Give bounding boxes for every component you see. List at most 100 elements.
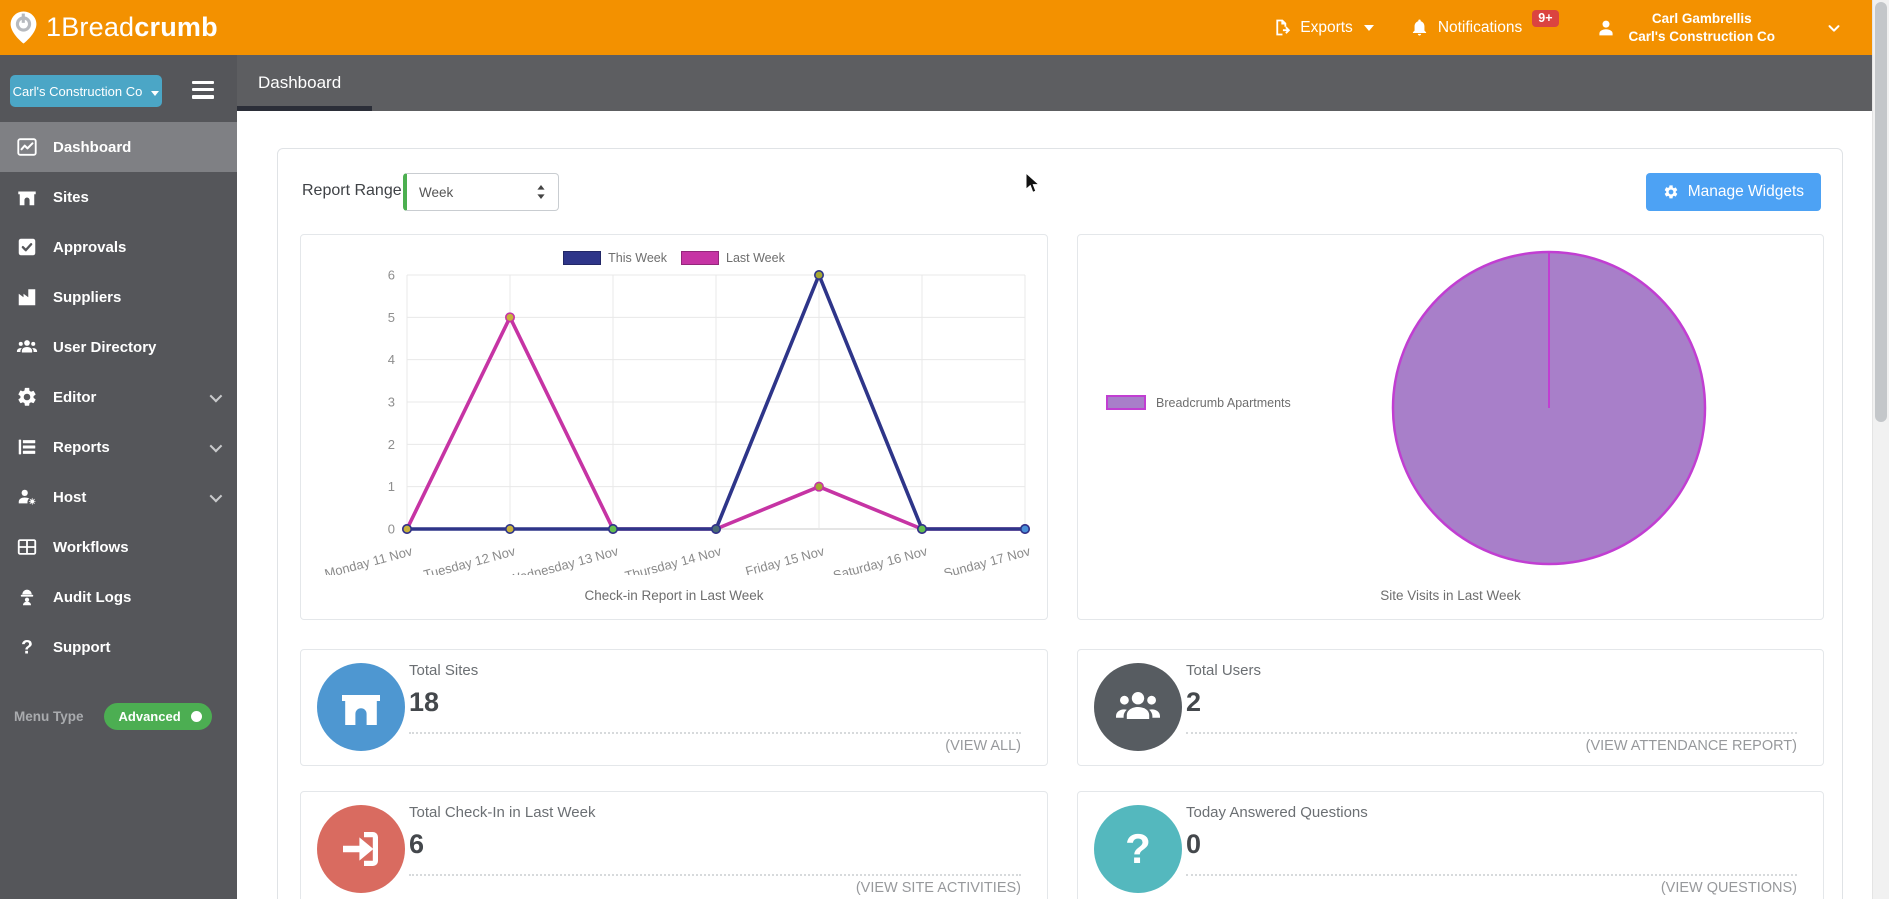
svg-text:Tuesday 12 Nov: Tuesday 12 Nov [422, 543, 517, 575]
chevron-down-icon[interactable] [1825, 19, 1843, 37]
svg-text:0: 0 [388, 522, 395, 537]
workflows-icon [14, 536, 40, 558]
reports-icon [14, 436, 40, 458]
notifications-badge: 9+ [1532, 10, 1559, 27]
chevron-down-icon [209, 439, 223, 452]
stat-value: 0 [1186, 829, 1202, 859]
users-icon [14, 336, 40, 358]
sidebar-item-suppliers[interactable]: Suppliers [0, 272, 237, 322]
sidebar-item-label: Sites [53, 188, 89, 206]
sidebar-item-label: Reports [53, 438, 110, 456]
svg-text:?: ? [1125, 825, 1151, 872]
report-range-value: Week [419, 184, 454, 200]
legend-label: Breadcrumb Apartments [1156, 395, 1291, 410]
sidebar-item-workflows[interactable]: Workflows [0, 522, 237, 572]
line-chart-legend: This Week Last Week [301, 251, 1047, 265]
chevron-down-icon [209, 489, 223, 502]
dashboard-panel: Report Range Week Manage Widgets This We… [277, 148, 1843, 899]
tab-dashboard[interactable]: Dashboard [237, 55, 372, 111]
dashboard-icon [14, 136, 40, 158]
company-selector-label: Carl's Construction Co [12, 83, 143, 99]
stat-link-view-site-activities[interactable]: (VIEW SITE ACTIVITIES) [855, 880, 1021, 896]
brand[interactable]: 1Breadcrumb [10, 11, 218, 44]
sidebar-item-user-directory[interactable]: User Directory [0, 322, 237, 372]
user-menu[interactable]: Carl Gambrellis Carl's Construction Co [1595, 10, 1775, 45]
legend-swatch [681, 251, 719, 265]
approvals-icon [14, 236, 40, 258]
dotted-divider [409, 732, 1021, 734]
suppliers-icon [14, 286, 40, 308]
svg-text:6: 6 [388, 268, 395, 283]
sidebar-item-dashboard[interactable]: Dashboard [0, 122, 237, 172]
legend-label: This Week [608, 251, 667, 265]
pie-chart [1391, 250, 1707, 566]
legend-entry-this-week[interactable]: This Week [563, 251, 667, 265]
sidebar: Carl's Construction Co Dashboard Sites App… [0, 55, 237, 899]
top-actions: Exports Notifications 9+ Carl Gambrellis… [1272, 10, 1843, 45]
menu-type-label: Menu Type [14, 709, 84, 724]
building-icon [317, 663, 405, 751]
sidebar-item-sites[interactable]: Sites [0, 172, 237, 222]
notifications-menu[interactable]: Notifications 9+ [1410, 10, 1559, 37]
select-updown-icon [535, 182, 547, 202]
svg-text:4: 4 [388, 352, 395, 367]
brand-title: 1Breadcrumb [46, 12, 218, 42]
main-content: Report Range Week Manage Widgets This We… [237, 111, 1872, 899]
report-range-select[interactable]: Week [403, 173, 559, 211]
user-name: Carl Gambrellis [1651, 10, 1752, 26]
site-visits-chart-card: Breadcrumb Apartments Site Visits in Las… [1077, 234, 1824, 620]
sidebar-item-host[interactable]: Host [0, 472, 237, 522]
stat-card-total-sites: Total Sites 18 (VIEW ALL) [300, 649, 1048, 766]
sidebar-item-label: Suppliers [53, 288, 122, 306]
host-icon [14, 486, 40, 508]
svg-text:5: 5 [388, 310, 395, 325]
gear-icon [1663, 184, 1679, 200]
stat-label: Total Sites [409, 662, 479, 679]
sidebar-item-support[interactable]: ? Support [0, 622, 237, 672]
dotted-divider [1186, 874, 1797, 876]
legend-entry-last-week[interactable]: Last Week [681, 251, 785, 265]
sites-icon [14, 186, 40, 208]
toggle-knob [190, 711, 202, 722]
scrollbar-thumb[interactable] [1875, 2, 1887, 422]
manage-widgets-button[interactable]: Manage Widgets [1645, 173, 1821, 211]
sidebar-item-label: Editor [53, 388, 97, 406]
stat-card-today-answered-questions: ? Today Answered Questions 0 (VIEW QUESTION… [1077, 791, 1824, 899]
exports-menu[interactable]: Exports [1272, 18, 1374, 37]
pie-chart-legend: Breadcrumb Apartments [1106, 395, 1291, 410]
stat-label: Total Users [1186, 662, 1262, 679]
scrollbar[interactable] [1872, 0, 1889, 899]
sidebar-item-audit-logs[interactable]: Audit Logs [0, 572, 237, 622]
gear-icon [14, 386, 40, 408]
line-chart: 0 1 2 3 4 5 6 Monday 11 Nov Tuesday 12 NovWednes… [323, 268, 1032, 576]
dotted-divider [1186, 732, 1797, 734]
stat-label: Total Check-In in Last Week [409, 804, 596, 821]
stat-link-view-questions[interactable]: (VIEW QUESTIONS) [1660, 880, 1797, 896]
svg-text:Wednesday 13 Nov: Wednesday 13 Nov [507, 543, 621, 575]
hamburger-menu-icon[interactable] [192, 81, 214, 103]
pie-chart-title: Site Visits in Last Week [1380, 588, 1521, 603]
svg-text:3: 3 [388, 395, 395, 410]
svg-text:?: ? [21, 637, 33, 658]
bell-icon [1410, 18, 1429, 37]
stat-link-view-all[interactable]: (VIEW ALL) [945, 738, 1021, 754]
svg-text:Sunday 17 Nov: Sunday 17 Nov [942, 543, 1032, 575]
sidebar-item-label: Dashboard [53, 138, 132, 156]
sidebar-item-editor[interactable]: Editor [0, 372, 237, 422]
sidebar-item-approvals[interactable]: Approvals [0, 222, 237, 272]
sidebar-item-label: Workflows [53, 538, 129, 556]
stat-link-view-attendance-report[interactable]: (VIEW ATTENDANCE REPORT) [1585, 738, 1797, 754]
legend-swatch [1106, 395, 1146, 410]
legend-label: Last Week [726, 251, 785, 265]
question-icon: ? [1094, 805, 1182, 893]
sidebar-item-label: Approvals [53, 238, 127, 256]
breadcrumb-pin-logo-icon [10, 11, 37, 44]
file-export-icon [1272, 18, 1291, 37]
menu-type-toggle[interactable]: Advanced [103, 703, 212, 730]
company-selector-button[interactable]: Carl's Construction Co [10, 75, 162, 107]
sidebar-item-reports[interactable]: Reports [0, 422, 237, 472]
notifications-label: Notifications [1437, 18, 1523, 36]
svg-text:Saturday 16 Nov: Saturday 16 Nov [831, 543, 929, 575]
exports-label: Exports [1300, 18, 1353, 36]
